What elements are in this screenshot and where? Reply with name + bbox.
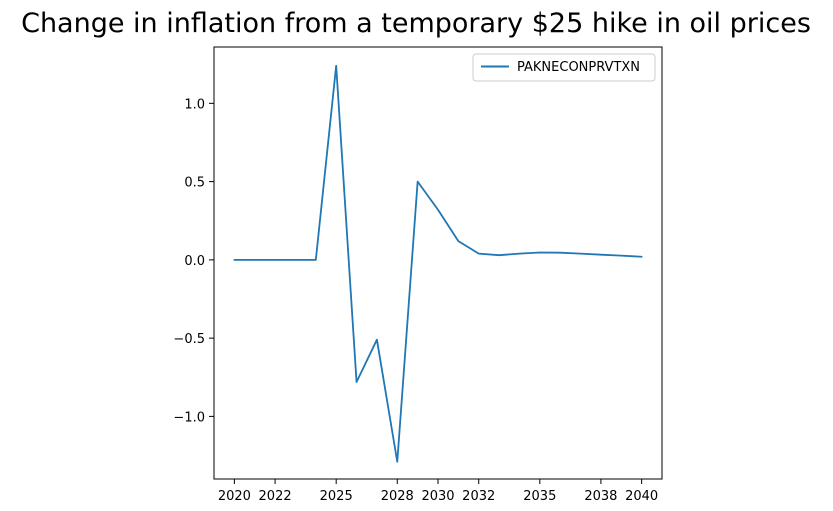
y-axis: −1.0 −0.5 0.0 0.5 1.0: [173, 97, 214, 425]
y-tick-label: 1.0: [184, 97, 205, 112]
y-tick-label: 0.0: [184, 254, 205, 269]
x-axis: 2020 2022 2025 2028 2030 2032 2035 2038 2040: [218, 479, 658, 504]
y-tick-label: −0.5: [173, 332, 205, 347]
x-tick-label: 2028: [381, 489, 414, 504]
plot-frame: [213, 46, 663, 480]
legend-label: PAKNECONPRVTXN: [517, 60, 640, 75]
x-tick-label: 2030: [421, 489, 454, 504]
y-tick-label: −1.0: [173, 410, 205, 425]
x-tick-label: 2025: [320, 489, 353, 504]
x-tick-label: 2022: [259, 489, 292, 504]
legend: PAKNECONPRVTXN: [472, 53, 656, 82]
y-tick-label: 0.5: [184, 176, 205, 191]
x-tick-label: 2020: [218, 489, 251, 504]
x-tick-label: 2038: [584, 489, 617, 504]
chart-title: Change in inflation from a temporary $25…: [21, 8, 811, 39]
series-layer: [233, 64, 643, 463]
x-tick-label: 2035: [523, 489, 556, 504]
x-tick-label: 2040: [625, 489, 658, 504]
series-line: [233, 64, 643, 463]
legend-box: [472, 53, 656, 82]
x-tick-label: 2032: [462, 489, 495, 504]
